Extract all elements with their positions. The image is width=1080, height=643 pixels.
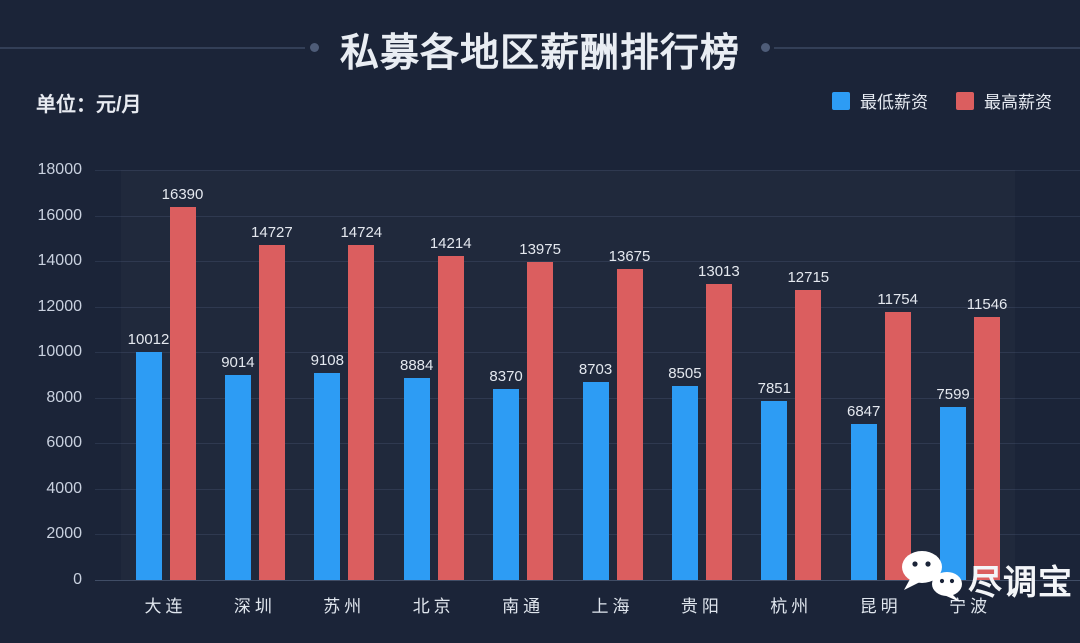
bar-value-label: 12715 <box>787 269 830 287</box>
max-salary-bar <box>795 290 822 580</box>
y-axis-tick-label: 12000 <box>37 297 83 315</box>
min-salary-bar <box>314 372 341 580</box>
gridline <box>95 215 1080 217</box>
bar-value-label: 16390 <box>161 185 204 203</box>
x-axis-label: 苏州 <box>323 597 366 616</box>
y-axis-tick-label: 2000 <box>46 525 82 543</box>
bar-value-label: 10012 <box>127 330 170 348</box>
min-salary-bar <box>493 389 520 580</box>
bar-value-label: 7599 <box>936 385 970 403</box>
y-axis-tick-label: 0 <box>73 571 82 588</box>
bar-value-label: 13975 <box>519 240 561 258</box>
y-axis-tick-label: 16000 <box>37 206 83 224</box>
title-dot-right <box>761 43 770 52</box>
min-salary-bar <box>582 381 609 580</box>
watermark-text: 尽调宝 <box>968 564 1073 602</box>
min-salary-bar <box>403 377 430 580</box>
bar-value-label: 8505 <box>668 365 702 383</box>
x-axis-label: 北京 <box>412 597 455 616</box>
gridline <box>95 306 1080 308</box>
bar-value-label: 13013 <box>698 262 740 280</box>
bar-value-label: 13675 <box>608 247 651 265</box>
legend-swatch-max <box>956 91 974 110</box>
max-salary-bar <box>348 244 375 580</box>
bar-value-label: 14214 <box>429 235 472 253</box>
x-axis-label: 昆明 <box>859 597 902 616</box>
max-salary-bar <box>884 312 911 580</box>
unit-label: 单位：元/月 <box>36 94 142 116</box>
bar-value-label: 7851 <box>757 380 791 398</box>
legend-item-max: 最高薪资 <box>956 88 1052 113</box>
min-salary-bar <box>940 406 967 580</box>
max-salary-bar <box>258 244 285 580</box>
y-axis-tick-label: 8000 <box>46 388 82 406</box>
x-axis-label: 深圳 <box>233 597 276 616</box>
x-axis-label: 宁波 <box>949 597 992 616</box>
wechat-icon <box>898 548 966 611</box>
max-salary-bar <box>616 268 643 580</box>
y-axis-tick-label: 14000 <box>37 252 83 270</box>
category-column <box>389 170 478 580</box>
bar-value-label: 6847 <box>847 403 881 421</box>
gridline <box>95 170 1080 171</box>
min-salary-bar <box>135 351 162 580</box>
x-axis-label: 杭州 <box>770 597 813 616</box>
category-column <box>747 170 836 580</box>
max-salary-bar <box>974 317 1001 580</box>
max-salary-bar <box>169 206 196 580</box>
category-column <box>925 170 1014 580</box>
bar-value-label: 8703 <box>578 360 613 378</box>
bar-value-label: 11754 <box>877 291 918 309</box>
bar-value-label: 9014 <box>221 353 255 371</box>
bar-value-label: 14727 <box>251 223 293 241</box>
x-axis-label: 上海 <box>591 597 634 616</box>
x-axis-label: 贵阳 <box>680 597 723 616</box>
watermark: 尽调宝 <box>898 548 1073 611</box>
bar-value-label: 14724 <box>340 223 383 241</box>
legend-label-min: 最低薪资 <box>860 93 928 112</box>
max-salary-bar <box>527 261 554 580</box>
min-salary-bar <box>671 386 698 580</box>
y-axis-tick-label: 4000 <box>46 479 82 497</box>
max-salary-bar <box>705 283 732 580</box>
bar-value-label: 8370 <box>489 368 523 386</box>
category-column <box>836 170 925 580</box>
max-salary-bar <box>437 256 464 580</box>
category-column <box>121 170 210 580</box>
legend-swatch-min <box>832 91 850 110</box>
min-salary-bar <box>761 401 788 580</box>
x-axis-label: 南通 <box>502 597 545 616</box>
legend-item-min: 最低薪资 <box>832 88 928 113</box>
page-title: 私募各地区薪酬排行榜 <box>339 32 740 75</box>
x-axis-label: 大连 <box>144 597 187 616</box>
min-salary-bar <box>850 424 877 580</box>
y-axis-tick-label: 10000 <box>37 343 83 361</box>
y-axis-tick-label: 18000 <box>37 161 83 178</box>
bar-value-label: 8884 <box>400 356 434 374</box>
gridline <box>95 261 1080 263</box>
gridline <box>95 352 1080 354</box>
gridline <box>95 580 1080 581</box>
title-divider-right <box>774 47 1080 49</box>
y-axis-tick-label: 6000 <box>46 434 82 452</box>
bar-value-label: 9108 <box>310 351 344 369</box>
legend-label-max: 最高薪资 <box>984 93 1052 112</box>
chart-legend: 最低薪资 最高薪资 <box>804 88 1052 113</box>
bar-value-label: 11546 <box>966 296 1008 313</box>
title-dot-left <box>310 43 319 52</box>
min-salary-bar <box>224 374 251 580</box>
title-divider-left <box>0 47 305 49</box>
